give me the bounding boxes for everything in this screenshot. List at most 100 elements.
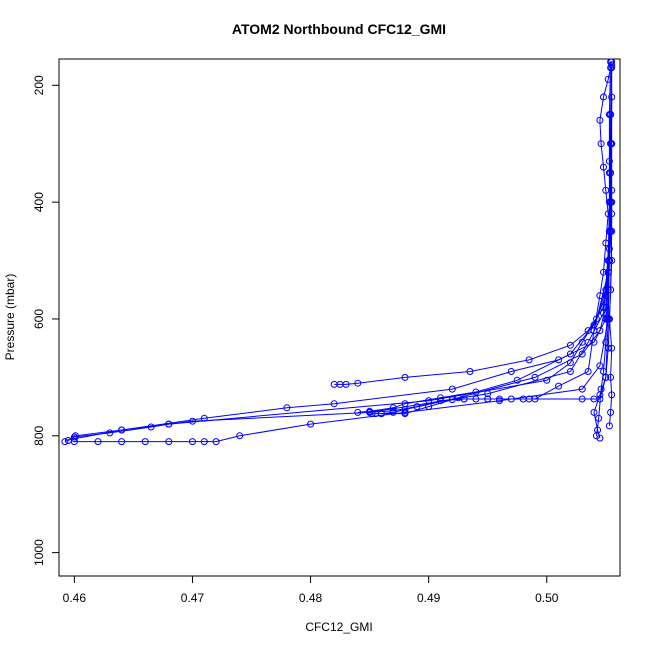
data-point xyxy=(307,420,315,428)
plot-area xyxy=(61,58,616,446)
data-point xyxy=(389,407,397,415)
data-point xyxy=(566,341,574,349)
data-point xyxy=(604,75,612,83)
data-point xyxy=(607,373,615,381)
y-tick-label: 200 xyxy=(32,75,46,95)
data-point xyxy=(401,410,409,418)
series-line xyxy=(334,114,612,385)
y-tick-label: 600 xyxy=(32,309,46,329)
series-12 xyxy=(605,58,616,430)
data-point xyxy=(413,403,421,411)
data-point xyxy=(604,210,612,218)
data-point xyxy=(484,395,492,403)
data-point xyxy=(608,257,616,264)
data-point xyxy=(531,395,539,403)
data-point xyxy=(596,116,604,124)
data-point xyxy=(165,438,173,446)
data-point xyxy=(200,438,208,446)
plot-frame xyxy=(58,58,621,577)
data-point xyxy=(607,111,615,118)
data-point xyxy=(603,315,611,323)
data-point xyxy=(525,356,533,364)
data-point xyxy=(600,303,607,311)
y-tick-label: 1000 xyxy=(32,539,46,566)
data-point xyxy=(531,373,539,381)
data-point xyxy=(189,438,196,446)
data-point xyxy=(578,395,586,403)
data-point xyxy=(566,350,574,358)
series-10 xyxy=(592,140,616,440)
data-point xyxy=(236,432,244,440)
series-line xyxy=(74,143,612,443)
data-point xyxy=(543,376,551,384)
data-point xyxy=(602,239,610,247)
data-point xyxy=(578,385,586,393)
data-point xyxy=(61,438,69,446)
data-point xyxy=(600,163,607,171)
y-tick-label: 400 xyxy=(32,192,46,212)
data-point xyxy=(212,438,220,446)
data-point xyxy=(605,157,613,165)
series-line xyxy=(369,272,609,413)
series-3 xyxy=(70,93,616,443)
series-line xyxy=(357,172,612,413)
data-point xyxy=(607,227,615,235)
data-point xyxy=(118,426,126,434)
data-point xyxy=(555,382,563,390)
series-13 xyxy=(590,64,615,335)
data-point xyxy=(596,391,604,399)
x-tick-label: 0.47 xyxy=(181,591,205,605)
data-point xyxy=(484,390,492,398)
data-point xyxy=(437,397,444,405)
data-point xyxy=(600,93,607,101)
data-point xyxy=(600,268,607,276)
data-point xyxy=(507,395,515,403)
series-line xyxy=(381,260,610,415)
x-axis-label: CFC12_GMI xyxy=(305,620,372,634)
data-point xyxy=(141,438,149,446)
data-point xyxy=(602,303,610,311)
data-point xyxy=(607,286,615,294)
series-line xyxy=(372,190,613,415)
data-point xyxy=(578,350,586,358)
data-point xyxy=(401,373,409,381)
data-point xyxy=(555,356,563,364)
series-line xyxy=(74,96,613,440)
data-point xyxy=(608,344,616,352)
data-point xyxy=(94,438,102,446)
data-point xyxy=(460,395,468,403)
y-axis-label: Pressure (mbar) xyxy=(3,274,17,361)
data-point xyxy=(366,408,374,416)
data-point xyxy=(472,395,480,403)
x-axis: 0.46 0.47 0.48 0.49 0.50 xyxy=(63,575,559,605)
data-point xyxy=(608,198,616,206)
data-point xyxy=(594,426,602,434)
data-point xyxy=(590,408,598,416)
data-point xyxy=(604,286,612,294)
data-point xyxy=(377,410,385,418)
data-point xyxy=(118,438,126,446)
data-point xyxy=(605,315,613,323)
x-tick-label: 0.48 xyxy=(299,591,323,605)
data-point xyxy=(507,368,515,375)
series-5 xyxy=(330,111,615,388)
series-line xyxy=(595,143,613,436)
data-point xyxy=(354,379,362,387)
series-8 xyxy=(368,186,616,418)
data-point xyxy=(584,368,592,375)
data-point xyxy=(513,376,521,384)
data-point xyxy=(189,417,196,425)
data-point xyxy=(342,380,350,388)
data-point xyxy=(566,368,574,375)
data-point xyxy=(596,292,604,300)
x-tick-label: 0.49 xyxy=(417,591,441,605)
data-point xyxy=(200,414,208,422)
x-tick-label: 0.46 xyxy=(63,591,87,605)
data-point xyxy=(607,64,615,72)
data-point xyxy=(590,327,598,335)
data-point xyxy=(602,373,610,381)
data-point xyxy=(354,408,362,416)
data-point xyxy=(466,368,474,375)
y-tick-label: 800 xyxy=(32,425,46,445)
